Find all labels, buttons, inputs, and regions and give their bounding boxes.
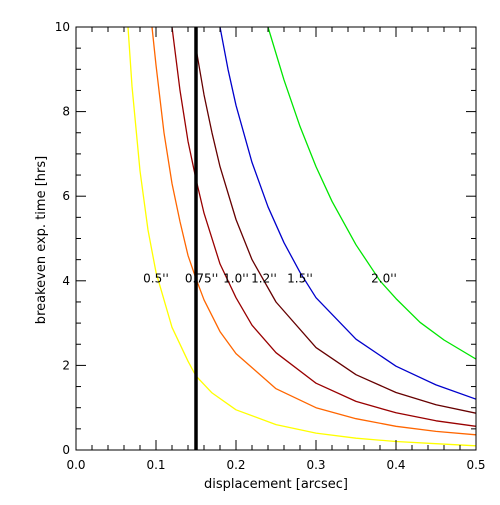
axes-layer (75, 26, 477, 451)
x-tick-label: 0.4 (386, 458, 405, 472)
x-tick-label: 0.2 (226, 458, 245, 472)
x-tick-labels: 0.0 0.1 0.2 0.3 0.4 0.5 (66, 458, 485, 472)
x-tick-label: 0.5 (466, 458, 485, 472)
curve-annotation-4: 1.2'' (251, 272, 277, 286)
y-tick-label: 4 (62, 274, 70, 288)
curve-annotation-1: 0.5'' (143, 272, 169, 286)
x-tick-label: 0.3 (306, 458, 325, 472)
y-tick-label: 8 (62, 105, 70, 119)
series-line-4 (195, 48, 476, 414)
y-tick-label: 10 (55, 20, 70, 34)
y-tick-label: 0 (62, 443, 70, 457)
y-axis-title: breakeven exp. time [hrs] (34, 156, 49, 324)
curve-annotation-5: 1.5'' (287, 272, 313, 286)
y-tick-label: 6 (62, 189, 70, 203)
series-line-2 (151, 27, 476, 436)
curve-annotation-3: 1.0'' (223, 272, 249, 286)
y-tick-label: 2 (62, 358, 70, 372)
series-line-5 (219, 27, 476, 400)
x-tick-label: 0.1 (146, 458, 165, 472)
y-tick-labels: 0 2 4 6 8 10 (55, 20, 70, 457)
series-layer (127, 27, 476, 447)
plot-frame (75, 26, 477, 451)
annotation-layer: 0.5'' 0.75'' 1.0'' 1.2'' 1.5'' 2.0'' (143, 272, 397, 286)
series-line-3 (171, 27, 476, 427)
series-line-6 (267, 27, 476, 360)
series-line-1 (127, 27, 476, 447)
x-tick-label: 0.0 (66, 458, 85, 472)
curve-annotation-2: 0.75'' (185, 272, 218, 286)
curve-annotation-6: 2.0'' (371, 272, 397, 286)
x-axis-title: displacement [arcsec] (204, 477, 348, 492)
